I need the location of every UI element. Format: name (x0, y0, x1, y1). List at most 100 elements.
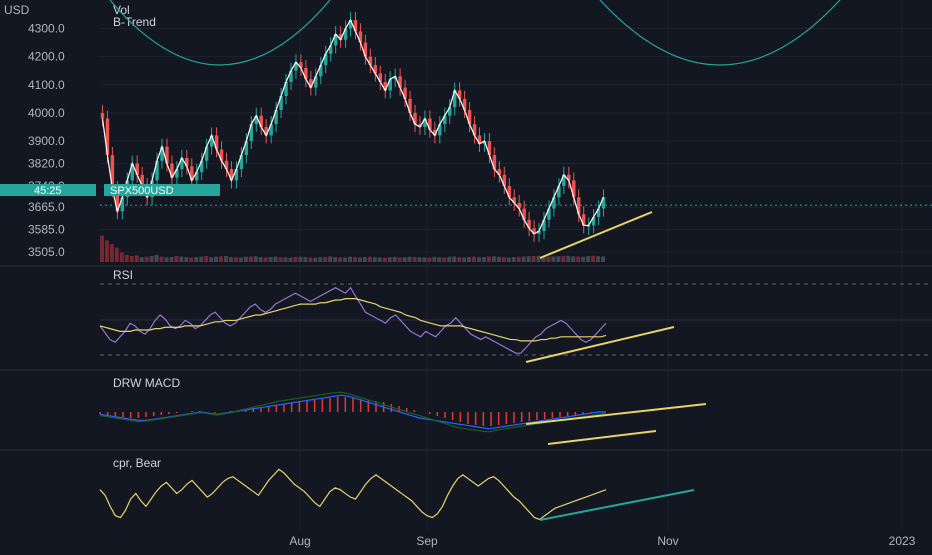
volume-bar (174, 256, 179, 262)
volume-bar (298, 256, 303, 262)
volume-bar (303, 257, 308, 262)
candle-body (586, 225, 591, 227)
candle-body (462, 98, 467, 111)
volume-bar (114, 247, 119, 262)
volume-bar (109, 244, 114, 262)
trendline-macd-1 (525, 403, 707, 425)
volume-bar (343, 257, 348, 262)
candle-body (214, 135, 219, 150)
candle-body (383, 81, 387, 91)
candles-layer (100, 12, 606, 242)
candle-body (135, 163, 139, 175)
symbol-badge-bg (104, 184, 220, 196)
candle-body (512, 197, 516, 203)
candle-body (398, 76, 402, 88)
candle-body (403, 87, 407, 99)
candle-body (532, 228, 536, 234)
volume-bar (437, 257, 442, 262)
candle-body (239, 155, 244, 170)
price-tick-label: 3585.0 (28, 223, 65, 237)
signal-line (99, 391, 607, 433)
currency-label: USD (4, 3, 30, 17)
candle-body (527, 219, 531, 229)
candle-body (264, 126, 268, 136)
volume-bar (214, 256, 219, 262)
btrend-arc (599, 0, 841, 66)
candle-body (581, 214, 586, 226)
candle-body (190, 166, 194, 181)
volume-bar (486, 256, 491, 262)
volume-bar (442, 257, 447, 262)
candle-body (224, 160, 229, 170)
volume-bar (253, 256, 258, 262)
candle-body (110, 155, 115, 189)
candle-body (314, 76, 318, 88)
trendlines-layer[interactable] (525, 211, 707, 521)
cpr-label: cpr, Bear (113, 456, 161, 470)
rsi-line (99, 286, 607, 354)
volume-bar (228, 256, 233, 262)
volume-bar (134, 255, 139, 262)
price-axis[interactable]: 4300.04200.04100.04000.03900.03820.03740… (28, 22, 65, 260)
candle-body (358, 31, 363, 43)
price-tick-label: 4300.0 (28, 22, 65, 36)
volume-bar (288, 257, 293, 262)
volume-bar (313, 257, 318, 262)
candle-body (517, 202, 521, 209)
volume-bar (477, 257, 481, 262)
volume-bar (189, 257, 194, 262)
x-label-aug: Aug (289, 534, 310, 548)
candle-body (368, 56, 373, 66)
volume-bar (601, 256, 605, 262)
candle-body (155, 160, 159, 181)
volume-bar (129, 256, 134, 262)
candle-body (452, 90, 457, 108)
volume-bar (506, 257, 511, 262)
volume-bar (169, 256, 174, 262)
volume-bar (184, 257, 189, 262)
volume-bar (372, 257, 377, 262)
candle-body (562, 174, 566, 187)
candle-body (199, 160, 204, 172)
volume-bar (159, 256, 164, 262)
candle-body (274, 110, 278, 125)
candle-body (170, 163, 174, 178)
volume-bar (427, 257, 432, 262)
volume-bar (199, 256, 204, 262)
volume-bar (238, 257, 243, 262)
candle-body (100, 112, 105, 119)
candle-body (576, 197, 581, 215)
candle-body (319, 65, 323, 77)
cpr-line (99, 468, 607, 521)
candle-body (160, 146, 164, 161)
x-label-2023: 2023 (889, 534, 916, 548)
volume-bar (154, 254, 159, 262)
candle-body (467, 110, 472, 125)
price-tick-label: 4100.0 (28, 78, 65, 92)
volume-bar (467, 256, 472, 262)
candle-body (175, 169, 179, 178)
candle-body (343, 28, 348, 40)
volume-bar (233, 257, 238, 262)
btrend-layer (109, 0, 841, 66)
volume-bar (144, 256, 149, 262)
candle-body (194, 171, 199, 181)
trendline-price (539, 211, 653, 259)
volume-bar (164, 257, 169, 262)
candle-body (209, 135, 214, 147)
volume-bar (586, 256, 591, 262)
volume-bar (149, 256, 154, 262)
volume-bar (447, 256, 452, 262)
volume-bar (100, 235, 104, 262)
volume-bar (472, 256, 477, 262)
volume-bar (278, 257, 283, 262)
candle-body (249, 124, 254, 142)
price-tick-label: 3665.0 (28, 200, 65, 214)
rsi-ma-line (99, 298, 607, 342)
candle-body (537, 231, 541, 234)
volume-bar (576, 256, 581, 262)
symbol-badge: SPX500USD (110, 185, 174, 197)
volume-bar (124, 254, 129, 262)
